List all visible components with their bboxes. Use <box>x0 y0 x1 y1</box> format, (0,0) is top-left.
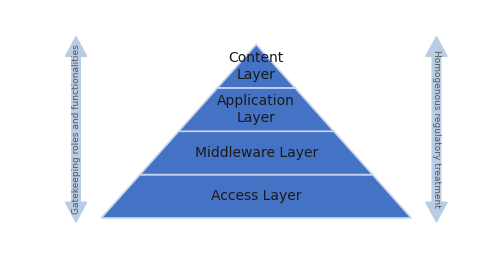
Polygon shape <box>179 88 334 131</box>
Text: Homogenous regulatory treatment: Homogenous regulatory treatment <box>432 50 441 208</box>
FancyArrow shape <box>66 37 86 129</box>
Polygon shape <box>101 175 411 218</box>
Text: Content
Layer: Content Layer <box>228 50 284 82</box>
Text: Application
Layer: Application Layer <box>218 94 295 125</box>
Polygon shape <box>218 45 295 88</box>
FancyArrow shape <box>66 129 86 222</box>
Text: Access Layer: Access Layer <box>211 189 302 203</box>
Text: Gatekeeping roles and functionalities: Gatekeeping roles and functionalities <box>72 44 80 214</box>
FancyArrow shape <box>426 129 447 222</box>
Polygon shape <box>140 131 372 175</box>
FancyArrow shape <box>426 37 447 129</box>
Text: Middleware Layer: Middleware Layer <box>194 146 318 160</box>
